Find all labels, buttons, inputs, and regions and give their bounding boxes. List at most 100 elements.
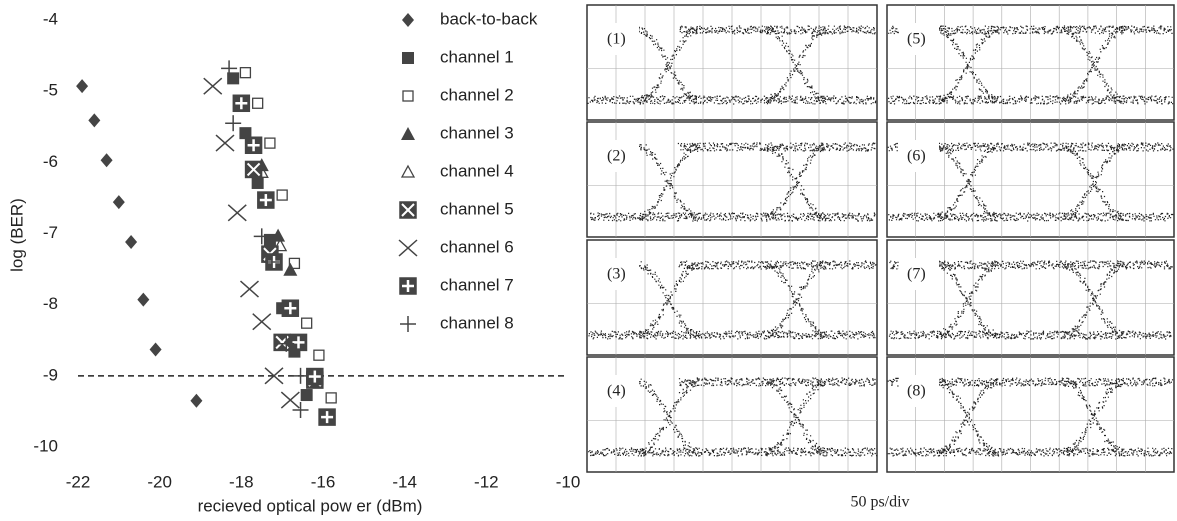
eye-panel: (3) xyxy=(586,239,878,356)
marker-part xyxy=(149,342,162,357)
marker-part xyxy=(313,349,325,361)
marker xyxy=(276,189,288,201)
marker xyxy=(263,253,280,270)
marker-part xyxy=(283,262,298,276)
x-tick-label: -18 xyxy=(229,472,254,491)
y-tick-label: -4 xyxy=(43,9,58,28)
marker xyxy=(292,367,309,384)
marker-part xyxy=(190,393,203,408)
x-tick-label: -12 xyxy=(474,472,499,491)
marker-part xyxy=(300,389,313,402)
marker xyxy=(273,238,288,252)
marker xyxy=(281,299,300,317)
marker xyxy=(239,127,252,140)
marker-part xyxy=(264,137,276,149)
x-tick-label: -14 xyxy=(392,472,417,491)
marker xyxy=(264,367,284,385)
marker xyxy=(313,349,325,361)
marker xyxy=(399,201,417,219)
x-tick-label: -10 xyxy=(556,472,581,491)
eye-panel: (1) xyxy=(586,4,878,121)
marker xyxy=(112,195,125,210)
marker xyxy=(240,280,259,298)
marker-part xyxy=(398,239,418,257)
marker-part xyxy=(227,72,240,85)
marker xyxy=(300,389,313,402)
marker xyxy=(283,262,298,276)
marker-part xyxy=(273,238,288,252)
marker-part xyxy=(400,164,416,178)
marker-part xyxy=(252,313,272,331)
eye-trace xyxy=(588,377,878,457)
marker xyxy=(273,333,291,352)
eye-label: (5) xyxy=(907,31,926,48)
marker xyxy=(100,153,113,168)
y-tick-label: -8 xyxy=(43,294,58,313)
marker-part xyxy=(288,257,301,270)
marker xyxy=(278,335,295,352)
marker-part xyxy=(401,203,415,217)
marker xyxy=(402,52,414,64)
legend-label: channel 6 xyxy=(440,237,514,256)
marker xyxy=(401,127,415,140)
eye-trace xyxy=(590,142,876,222)
legend-label: channel 2 xyxy=(440,85,514,104)
marker xyxy=(215,134,235,152)
marker xyxy=(221,60,238,77)
marker-part xyxy=(76,79,89,94)
legend-label: channel 3 xyxy=(440,123,514,142)
marker-part xyxy=(402,90,414,102)
marker xyxy=(137,292,150,307)
y-tick-label: -7 xyxy=(43,223,58,242)
x-tick-label: -22 xyxy=(66,472,91,491)
eye-panel: (4) xyxy=(586,356,878,473)
marker xyxy=(227,204,247,222)
marker xyxy=(76,79,89,94)
marker xyxy=(257,191,275,209)
marker xyxy=(280,391,300,409)
marker xyxy=(252,97,264,109)
marker-part xyxy=(125,235,138,250)
marker xyxy=(239,67,252,79)
y-tick-label: -9 xyxy=(43,365,58,384)
eye-panel: (7) xyxy=(886,239,1175,356)
eye-label-bg xyxy=(899,140,939,172)
eye-label: (4) xyxy=(607,383,626,400)
marker xyxy=(190,393,203,408)
legend-label: back-to-back xyxy=(440,9,538,28)
eye-label-bg xyxy=(599,23,639,55)
marker xyxy=(318,408,336,426)
eye-label-bg xyxy=(599,258,639,290)
marker xyxy=(402,90,414,102)
marker xyxy=(125,235,138,250)
marker xyxy=(225,115,242,132)
marker xyxy=(398,239,418,257)
marker-part xyxy=(301,317,313,329)
eye-label: (8) xyxy=(907,383,926,400)
eye-label-bg xyxy=(599,375,639,407)
marker-part xyxy=(402,52,414,64)
legend-label: channel 4 xyxy=(440,161,514,180)
marker xyxy=(149,342,162,357)
eye-trace xyxy=(588,260,877,340)
marker xyxy=(301,317,313,329)
x-tick-label: -16 xyxy=(311,472,336,491)
eye-panel: (5) xyxy=(886,4,1175,121)
eye-panel: (2) xyxy=(586,121,878,238)
eye-label-bg xyxy=(599,140,639,172)
legend-label: channel 1 xyxy=(440,47,514,66)
x-axis-label: recieved optical pow er (dBm) xyxy=(198,496,423,515)
marker-part xyxy=(251,176,264,189)
marker xyxy=(288,257,301,270)
marker-part xyxy=(271,228,286,242)
y-axis-label: log (BER) xyxy=(7,198,26,272)
marker-part xyxy=(402,13,414,27)
eye-panel: (6) xyxy=(886,121,1175,238)
eye-label: (6) xyxy=(907,148,926,165)
marker-part xyxy=(88,113,101,128)
marker xyxy=(264,137,276,149)
marker-part xyxy=(227,204,247,222)
marker xyxy=(400,316,416,332)
